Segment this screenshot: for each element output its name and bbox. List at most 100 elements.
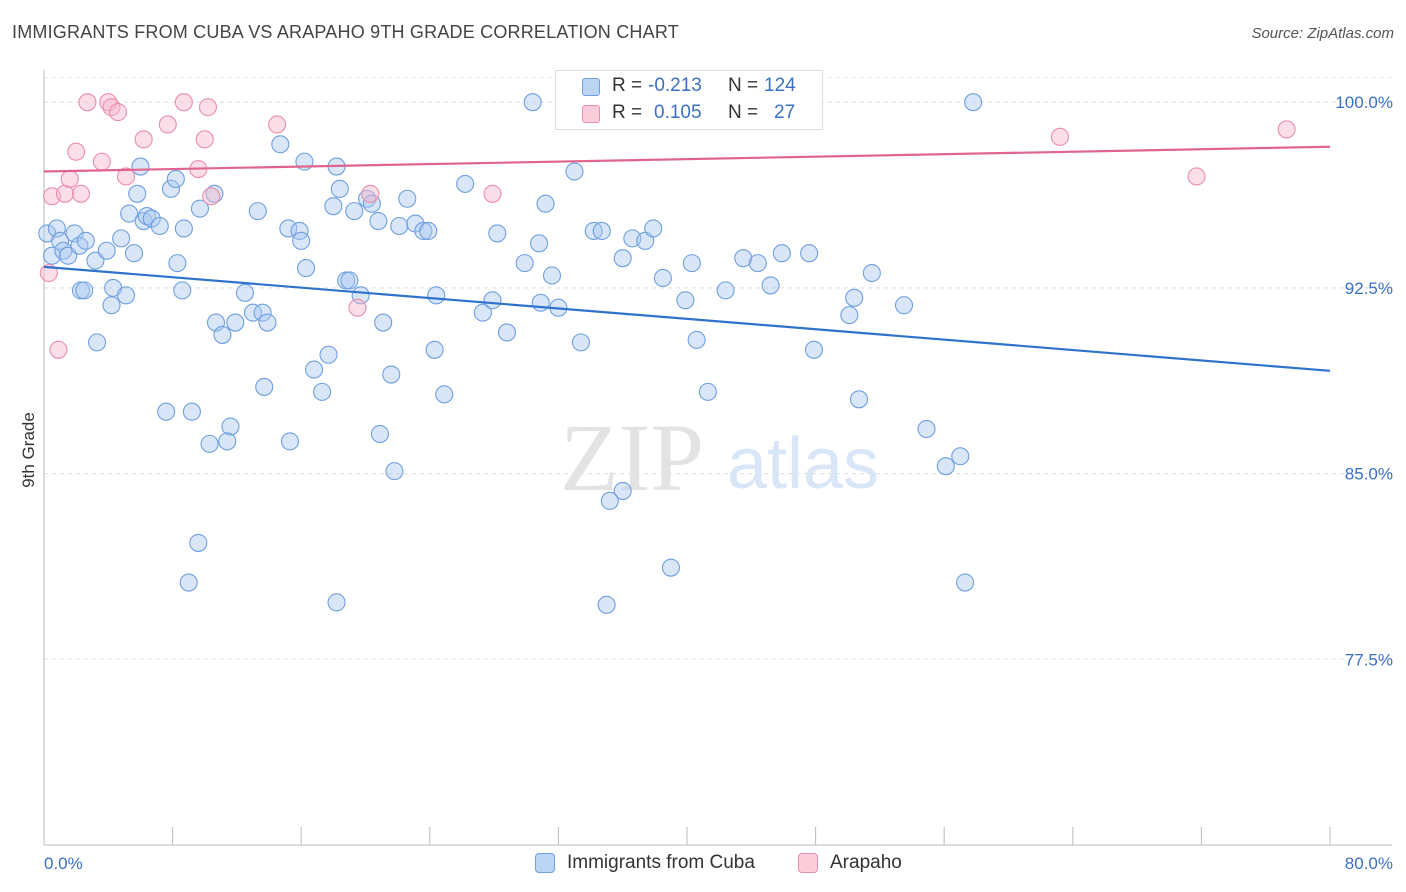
point-arapaho	[483, 184, 502, 203]
point-arapaho	[202, 187, 221, 206]
watermark-zip: ZIP	[560, 404, 704, 511]
point-cuba	[313, 382, 332, 401]
point-cuba	[542, 266, 562, 285]
point-cuba	[597, 595, 616, 614]
point-arapaho	[158, 115, 177, 134]
point-arapaho	[49, 340, 68, 359]
point-cuba	[748, 254, 767, 273]
point-cuba	[190, 199, 209, 218]
point-cuba	[613, 481, 632, 500]
r-label: R =	[612, 75, 643, 96]
point-cuba	[97, 241, 116, 260]
point-cuba	[279, 219, 298, 238]
point-cuba	[213, 325, 232, 344]
point-cuba	[112, 229, 131, 248]
point-arapaho	[174, 93, 193, 112]
point-cuba	[173, 281, 192, 300]
point-cuba	[157, 402, 176, 421]
point-cuba	[292, 231, 311, 250]
point-cuba	[600, 491, 619, 510]
point-arapaho	[361, 184, 380, 203]
point-arapaho	[268, 115, 287, 134]
legend-label-arapaho: Arapaho	[830, 852, 902, 873]
point-cuba	[75, 281, 94, 300]
legend-label-cuba: Immigrants from Cuba	[567, 852, 755, 873]
point-cuba	[330, 179, 349, 198]
point-cuba	[253, 303, 272, 322]
point-cuba	[42, 246, 62, 265]
point-cuba	[128, 184, 147, 203]
point-cuba	[497, 323, 517, 342]
point-cuba	[131, 157, 150, 176]
point-cuba	[531, 293, 550, 312]
y-axis-label: 9th Grade	[19, 412, 38, 488]
point-cuba	[385, 462, 404, 481]
r-value: -0.213	[648, 75, 702, 96]
point-arapaho	[78, 93, 97, 112]
point-cuba	[592, 221, 611, 240]
point-cuba	[483, 291, 502, 310]
point-cuba	[530, 234, 549, 253]
n-label: N =	[728, 102, 759, 123]
point-cuba	[116, 286, 136, 305]
point-cuba	[102, 296, 121, 315]
legend-swatch-arapaho	[582, 105, 600, 123]
point-arapaho	[116, 167, 136, 186]
axes	[43, 70, 1392, 846]
point-cuba	[137, 207, 156, 226]
point-cuba	[571, 333, 590, 352]
point-cuba	[734, 249, 753, 268]
point-arapaho	[1050, 127, 1069, 146]
point-arapaho	[198, 98, 218, 117]
point-cuba	[682, 254, 701, 273]
point-cuba	[613, 249, 632, 268]
source-credit: Source: ZipAtlas.com	[1251, 25, 1394, 42]
point-cuba	[305, 360, 324, 379]
point-cuba	[340, 271, 359, 290]
point-cuba	[271, 135, 290, 154]
point-cuba	[161, 179, 181, 198]
point-cuba	[150, 216, 169, 236]
point-cuba	[414, 221, 433, 240]
point-cuba	[120, 204, 139, 223]
stats-row-cuba: R = -0.213 N = 124	[556, 74, 822, 100]
point-arapaho	[39, 263, 58, 283]
point-cuba	[845, 288, 864, 307]
point-cuba	[369, 211, 388, 231]
point-cuba	[54, 241, 73, 260]
point-cuba	[772, 244, 791, 263]
point-arapaho	[71, 184, 91, 203]
point-cuba	[515, 254, 534, 273]
point-cuba	[174, 219, 193, 238]
point-cuba	[258, 313, 277, 332]
point-cuba	[653, 268, 672, 288]
point-cuba	[179, 573, 198, 592]
point-cuba	[243, 303, 263, 322]
point-cuba	[76, 231, 95, 250]
y-tick-label: 77.5%	[1345, 650, 1393, 669]
point-cuba	[218, 432, 237, 451]
point-cuba	[687, 330, 706, 349]
stats-row-arapaho: R = 0.105 N = 27	[556, 101, 822, 127]
r-label: R =	[612, 102, 643, 123]
point-arapaho	[348, 298, 367, 317]
point-cuba	[419, 221, 438, 240]
y-tick-label: 85.0%	[1345, 465, 1393, 484]
point-cuba	[166, 169, 185, 188]
point-arapaho	[1277, 120, 1296, 139]
tick-labels: 77.5% 85.0% 92.5% 100.0% 0.0% 80.0%	[44, 93, 1393, 873]
point-arapaho	[99, 93, 118, 112]
point-cuba	[226, 313, 245, 332]
point-cuba	[182, 402, 201, 421]
point-cuba	[255, 377, 274, 396]
point-cuba	[398, 189, 417, 208]
point-cuba	[324, 197, 343, 216]
series-arapaho	[39, 93, 1296, 359]
series-legend: Immigrants from Cuba Arapaho	[0, 851, 1406, 881]
point-cuba	[327, 593, 346, 612]
point-cuba	[964, 93, 983, 112]
point-arapaho	[108, 103, 127, 122]
point-cuba	[124, 244, 144, 263]
point-cuba	[523, 93, 542, 112]
